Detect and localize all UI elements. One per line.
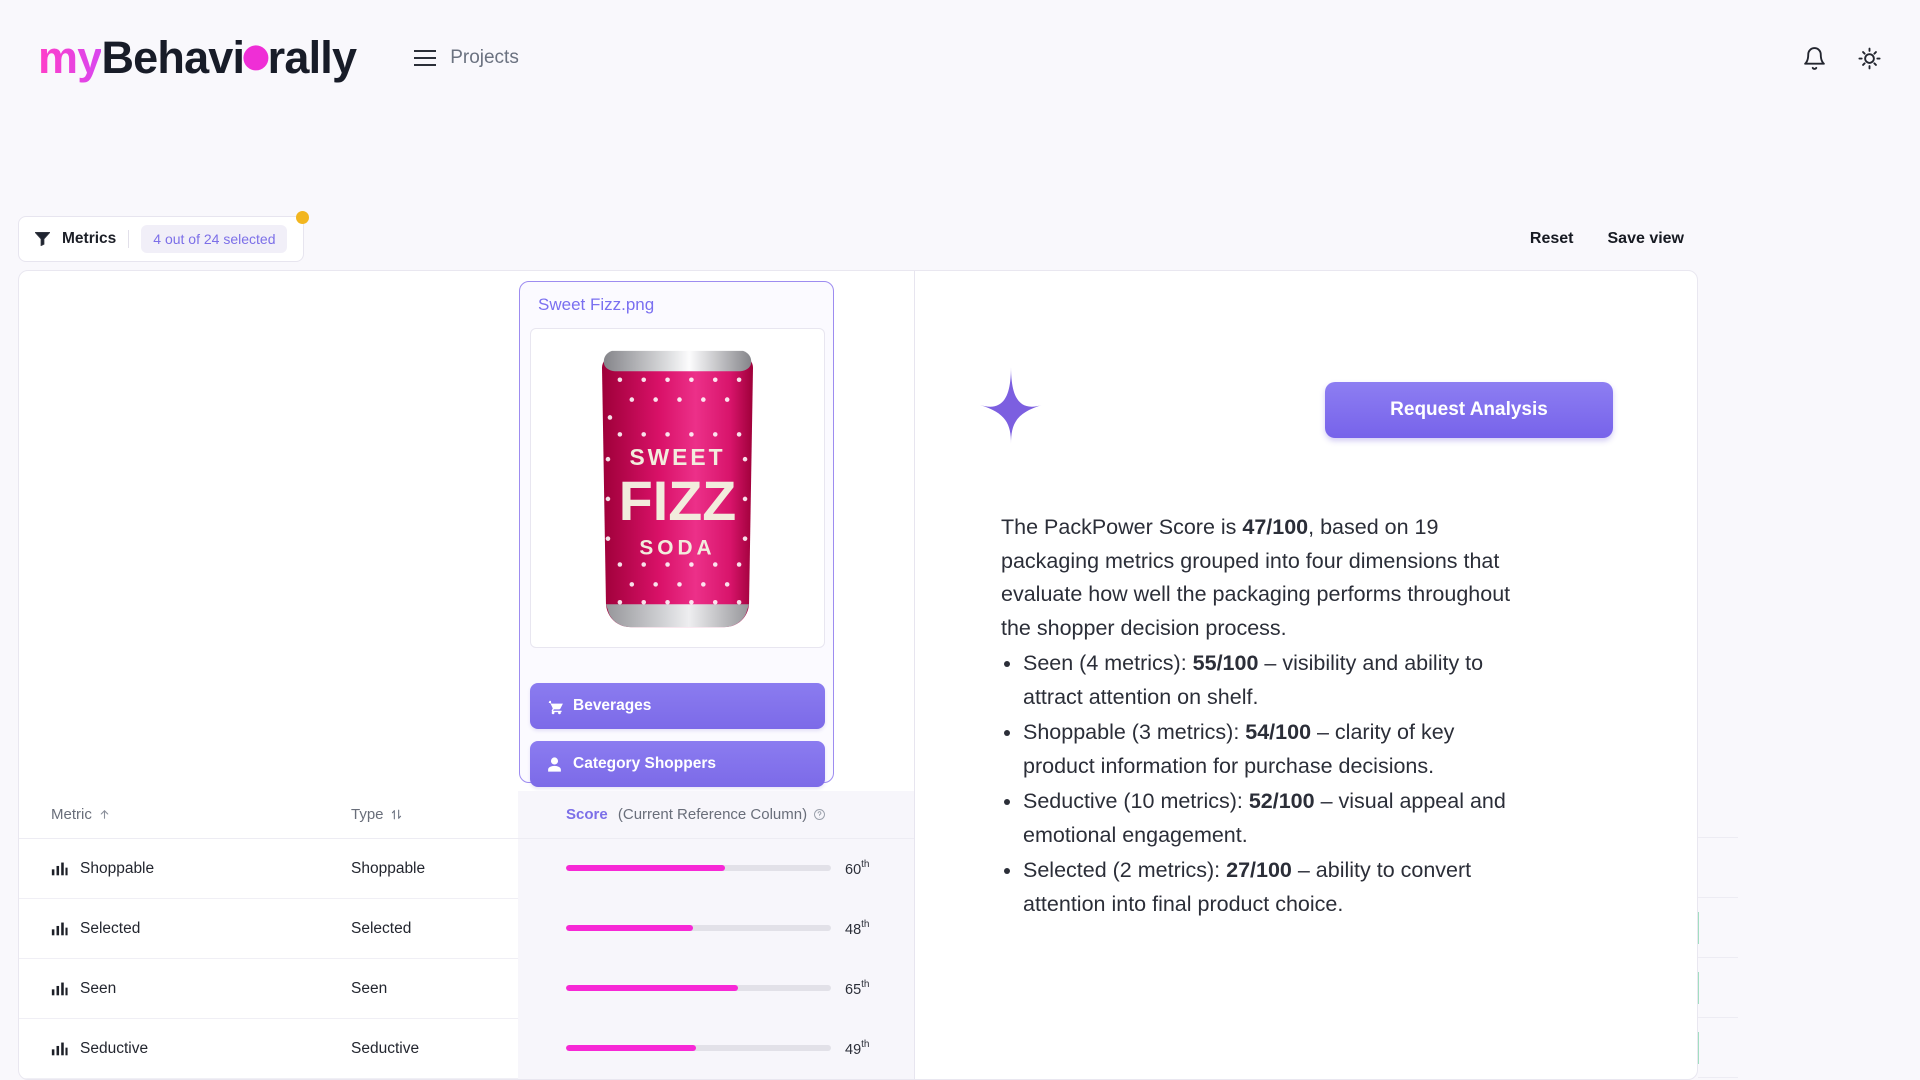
svg-text:SWEET: SWEET <box>629 444 725 470</box>
svg-text:SODA: SODA <box>639 536 715 559</box>
svg-text:FIZZ: FIZZ <box>619 469 736 531</box>
